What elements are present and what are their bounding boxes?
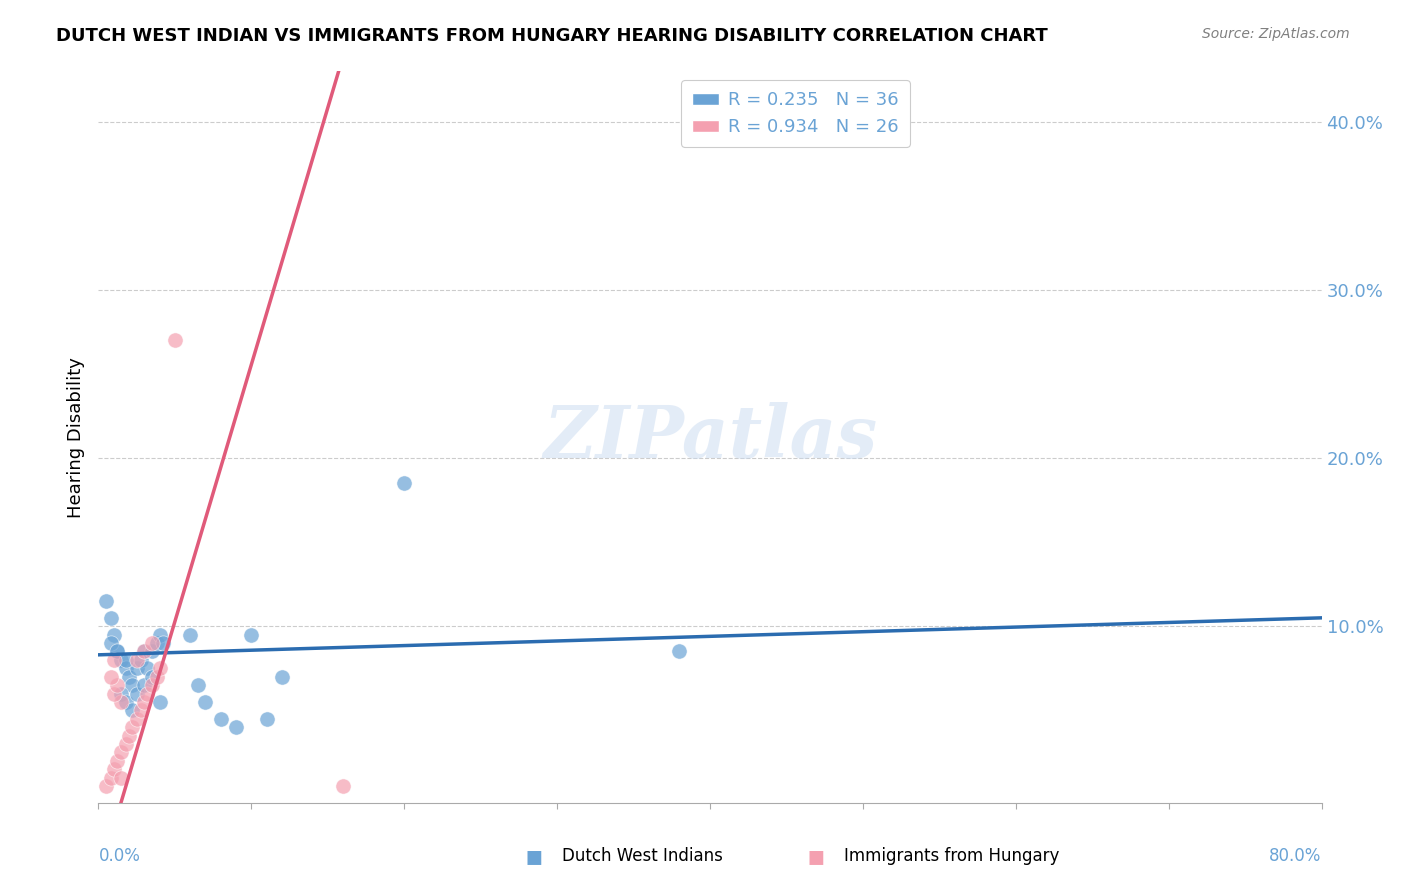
Point (145, 636, 167, 650)
Point (125, 661, 148, 675)
Point (179, 627, 201, 641)
Point (115, 695, 138, 709)
Point (129, 653, 152, 667)
Point (100, 771, 122, 785)
Point (125, 653, 148, 667)
Point (136, 661, 159, 675)
Point (209, 712, 232, 726)
Point (103, 627, 125, 641)
Point (115, 653, 138, 667)
Point (225, 720, 247, 734)
Point (270, 670, 292, 684)
Text: Immigrants from Hungary: Immigrants from Hungary (844, 847, 1059, 865)
Text: ZIPatlas: ZIPatlas (543, 401, 877, 473)
Point (110, 653, 132, 667)
Point (110, 745, 132, 759)
Point (149, 695, 172, 709)
Point (105, 644, 128, 658)
Point (668, 644, 690, 658)
Point (152, 636, 174, 650)
Point (103, 653, 125, 667)
Point (392, 476, 416, 491)
Point (103, 762, 125, 776)
Point (121, 703, 143, 717)
Point (94, 594, 117, 608)
Point (118, 670, 141, 684)
Point (100, 611, 122, 625)
Point (121, 720, 143, 734)
Point (129, 703, 152, 717)
Point (141, 670, 163, 684)
Point (136, 686, 159, 700)
Point (121, 678, 143, 692)
Point (145, 670, 167, 684)
Point (141, 644, 163, 658)
Point (94, 779, 117, 793)
Text: Dutch West Indians: Dutch West Indians (562, 847, 723, 865)
Point (256, 712, 278, 726)
Point (141, 636, 163, 650)
Point (240, 627, 263, 641)
Point (149, 627, 172, 641)
Point (134, 695, 156, 709)
Point (134, 644, 156, 658)
Point (115, 737, 138, 751)
Text: 0.0%: 0.0% (98, 847, 141, 864)
Y-axis label: Hearing Disability: Hearing Disability (66, 357, 84, 517)
Point (110, 771, 132, 785)
Text: 80.0%: 80.0% (1270, 847, 1322, 864)
Point (194, 695, 217, 709)
Point (105, 754, 128, 768)
Point (110, 695, 132, 709)
Point (100, 636, 122, 650)
Point (141, 678, 163, 692)
Legend: R = 0.235   N = 36, R = 0.934   N = 26: R = 0.235 N = 36, R = 0.934 N = 26 (682, 80, 910, 147)
Point (187, 678, 209, 692)
Point (134, 678, 156, 692)
Point (105, 678, 128, 692)
Point (118, 729, 141, 743)
Text: DUTCH WEST INDIAN VS IMMIGRANTS FROM HUNGARY HEARING DISABILITY CORRELATION CHAR: DUTCH WEST INDIAN VS IMMIGRANTS FROM HUN… (56, 27, 1047, 45)
Point (125, 712, 148, 726)
Text: ▪: ▪ (524, 842, 544, 871)
Point (332, 779, 354, 793)
Text: Source: ZipAtlas.com: Source: ZipAtlas.com (1202, 27, 1350, 41)
Point (100, 670, 122, 684)
Point (149, 661, 172, 675)
Text: ▪: ▪ (806, 842, 825, 871)
Point (103, 686, 125, 700)
Point (105, 644, 128, 658)
Point (115, 661, 138, 675)
Point (163, 334, 186, 348)
Point (125, 686, 148, 700)
Point (110, 686, 132, 700)
Point (134, 644, 156, 658)
